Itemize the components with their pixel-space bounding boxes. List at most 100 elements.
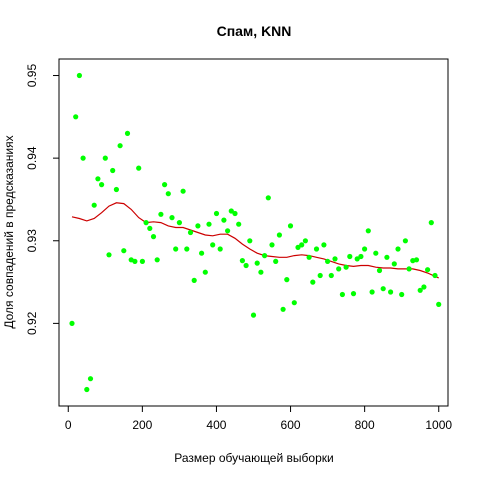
data-point [273, 258, 279, 264]
data-point [217, 246, 223, 252]
data-point [313, 246, 320, 252]
data-point [399, 291, 405, 298]
data-point [228, 208, 234, 214]
data-point [365, 228, 371, 234]
smoothed-trend-line [71, 202, 439, 279]
data-point [347, 253, 353, 260]
data-point [388, 289, 394, 295]
data-point [139, 258, 145, 264]
data-point [258, 269, 264, 275]
data-point [402, 238, 408, 244]
x-axis: 0 200 400 600 800 1000 [65, 405, 452, 432]
data-point [310, 279, 316, 285]
data-point [206, 221, 212, 227]
data-point [180, 188, 186, 194]
data-point [413, 257, 420, 263]
data-point [417, 287, 423, 293]
data-point [339, 291, 345, 298]
data-point [176, 220, 182, 226]
data-point [91, 202, 97, 208]
data-point [210, 242, 216, 248]
data-point [376, 267, 383, 274]
data-point [162, 182, 168, 188]
data-point [236, 221, 242, 227]
chart-title: Спам, KNN [217, 23, 292, 39]
data-point [384, 254, 390, 260]
data-point [265, 195, 271, 201]
data-point [110, 167, 116, 174]
data-point [343, 264, 349, 270]
data-point [173, 246, 179, 252]
data-point [332, 256, 338, 262]
data-point [250, 312, 257, 318]
data-point [147, 225, 153, 231]
data-point [373, 250, 379, 256]
data-point [221, 217, 227, 223]
x-tick-label: 1000 [425, 418, 452, 432]
data-point [295, 244, 301, 250]
x-tick-label: 200 [132, 418, 152, 432]
data-point [325, 258, 331, 264]
data-point [213, 210, 220, 217]
data-point [225, 228, 231, 234]
data-point [262, 253, 268, 259]
data-point [80, 155, 86, 161]
y-tick-label: 0.93 [25, 229, 39, 253]
data-point [243, 262, 249, 269]
data-point [306, 254, 312, 260]
data-point [102, 155, 108, 161]
data-point [232, 210, 238, 217]
data-point [284, 277, 290, 283]
smoothed-line-layer [71, 202, 439, 279]
data-point [291, 300, 297, 306]
y-axis: 0.92 0.93 0.94 0.95 [25, 64, 60, 335]
data-point [395, 246, 401, 252]
data-point [302, 238, 308, 244]
data-point [362, 246, 368, 252]
data-point [406, 266, 412, 272]
data-point [76, 72, 82, 79]
data-point [380, 286, 386, 292]
data-point [73, 114, 79, 120]
data-point [425, 267, 431, 273]
data-point [191, 277, 197, 283]
data-points-layer [69, 72, 442, 393]
data-point [336, 266, 342, 272]
data-point [113, 186, 119, 193]
x-axis-label: Размер обучающей выборки [174, 451, 333, 465]
data-point [165, 191, 171, 197]
data-point [87, 376, 94, 382]
data-point [158, 211, 164, 217]
data-point [350, 291, 357, 297]
data-point [124, 130, 131, 136]
x-tick-label: 600 [281, 418, 301, 432]
x-tick-label: 400 [206, 418, 226, 432]
data-point [358, 253, 364, 260]
data-point [269, 242, 275, 248]
data-point [150, 234, 157, 240]
data-point [276, 232, 282, 238]
data-point [280, 306, 286, 312]
data-point [239, 258, 245, 264]
data-point [391, 261, 397, 267]
y-tick-label: 0.94 [25, 146, 39, 170]
data-point [199, 250, 205, 256]
data-point [143, 220, 149, 226]
data-point [202, 269, 208, 275]
y-axis-label: Доля совпадений в предсказаниях [2, 135, 16, 328]
data-point [195, 223, 201, 229]
data-point [184, 246, 190, 252]
data-point [317, 272, 323, 279]
data-point [254, 260, 260, 266]
data-point [169, 215, 175, 221]
data-point [354, 256, 360, 262]
plot-box [58, 58, 449, 407]
x-tick-label: 800 [355, 418, 375, 432]
data-point [247, 238, 253, 244]
data-point [321, 242, 327, 248]
data-point [69, 320, 75, 326]
data-point [95, 176, 101, 182]
data-point [287, 223, 294, 229]
data-point [436, 301, 442, 307]
